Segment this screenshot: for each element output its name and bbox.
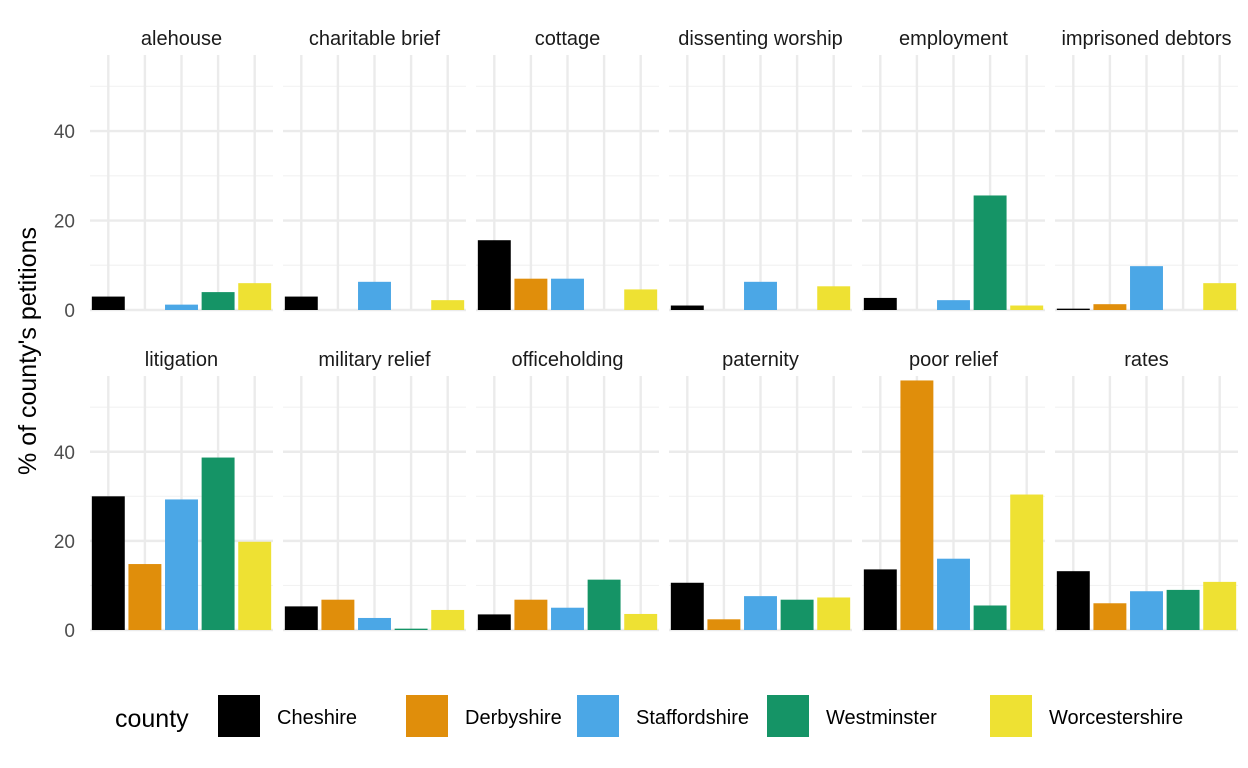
bar [284, 606, 318, 630]
bar [551, 278, 584, 310]
legend-key [767, 695, 809, 737]
facet-panel: military relief [283, 349, 466, 632]
bar [937, 300, 970, 310]
facet-panel: litigation 0 20 40 [54, 349, 273, 642]
facet-title: imprisoned debtors [1061, 28, 1231, 50]
bar [201, 457, 235, 630]
bar [1010, 305, 1044, 310]
facet-panel: rates [1055, 349, 1238, 632]
legend-label: Staffordshire [636, 707, 749, 729]
y-tick-label: 0 [64, 301, 75, 322]
facet-panel: charitable brief [283, 28, 466, 312]
legend-key [406, 695, 448, 737]
bar [863, 297, 897, 310]
legend-label: Derbyshire [465, 707, 562, 729]
facet-title: rates [1124, 349, 1168, 371]
facet-title: dissenting worship [678, 28, 843, 50]
bar [238, 283, 272, 310]
bar [1056, 308, 1090, 310]
bar [321, 599, 355, 630]
legend-title: county [115, 705, 189, 733]
bar [1130, 591, 1163, 630]
y-tick-label: 40 [54, 443, 75, 464]
bar [165, 499, 198, 630]
bar [477, 614, 511, 630]
bar [1093, 603, 1127, 630]
bar [780, 599, 814, 630]
facet-panel: alehouse 0 20 40 [54, 28, 273, 322]
facet-title: cottage [535, 28, 601, 50]
bar [284, 296, 318, 310]
facet-panel: employment [862, 28, 1045, 312]
bar [1203, 581, 1237, 630]
legend-key [577, 695, 619, 737]
bar [431, 300, 465, 310]
bar [1056, 571, 1090, 630]
bar [1093, 304, 1127, 310]
facet-title: litigation [145, 349, 218, 371]
bar [817, 286, 851, 310]
bar [1166, 589, 1200, 630]
facet-title: paternity [722, 349, 799, 371]
bar [431, 609, 465, 630]
bar [551, 607, 584, 630]
y-tick-label: 20 [54, 532, 75, 553]
bar [973, 195, 1007, 310]
y-tick-label: 40 [54, 122, 75, 143]
legend: county Cheshire Derbyshire Staffordshire We… [115, 695, 1183, 737]
bar [358, 281, 391, 310]
legend-key [990, 695, 1032, 737]
legend-label: Westminster [826, 707, 937, 729]
bar [91, 496, 125, 630]
y-tick-label: 0 [64, 621, 75, 642]
facet-title: employment [899, 28, 1008, 50]
facet-panel: cottage [476, 28, 659, 312]
bar [394, 628, 428, 630]
bar [238, 541, 272, 630]
facet-title: officeholding [512, 349, 624, 371]
bar [477, 240, 511, 310]
legend-label: Cheshire [277, 707, 357, 729]
facet-panels: alehouse 0 20 40 charitable brief cottage diss… [54, 28, 1238, 642]
bar [670, 305, 704, 310]
bar [624, 613, 658, 630]
facet-panel: poor relief [862, 349, 1045, 632]
facet-title: poor relief [909, 349, 998, 371]
bar [1203, 283, 1237, 310]
facet-panel: paternity [669, 349, 852, 632]
bar [128, 564, 162, 630]
bar [900, 380, 934, 630]
bar [744, 281, 777, 310]
legend-label: Worcestershire [1049, 707, 1183, 729]
bar [973, 605, 1007, 630]
bar [358, 617, 391, 630]
bar [514, 599, 548, 630]
bar [1130, 266, 1163, 310]
bar [624, 289, 658, 310]
legend-key [218, 695, 260, 737]
bar [514, 278, 548, 310]
facet-title: military relief [318, 349, 431, 371]
facet-panel: dissenting worship [669, 28, 852, 312]
bar [817, 597, 851, 630]
bar [165, 304, 198, 310]
bar [587, 579, 621, 630]
facet-title: charitable brief [309, 28, 441, 50]
facet-title: alehouse [141, 28, 222, 50]
bar [1010, 494, 1044, 630]
bar [201, 292, 235, 310]
y-tick-label: 20 [54, 212, 75, 233]
bar [91, 296, 125, 310]
bar [937, 558, 970, 630]
bar [744, 596, 777, 630]
bar [670, 582, 704, 630]
facet-panel: officeholding [476, 349, 659, 632]
bar [863, 569, 897, 630]
y-axis-label: % of county's petitions [14, 227, 42, 475]
facet-panel: imprisoned debtors [1055, 28, 1238, 312]
bar [707, 619, 741, 630]
